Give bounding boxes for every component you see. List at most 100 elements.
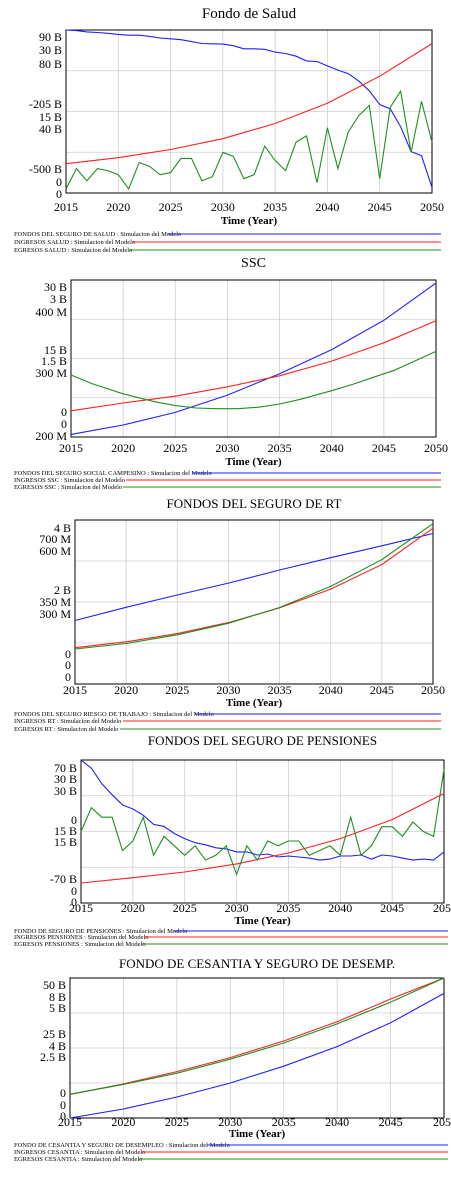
- y-tick-label: 40 B: [39, 122, 62, 136]
- legend-label: FONDOS DEL SEGURO RIESGO DE TRABAJO : Si…: [14, 711, 214, 718]
- series-line-3: [70, 350, 437, 410]
- y-tick-label: 0: [56, 187, 62, 201]
- legend-label: FONDO DE CESANTIA Y SEGURO DE DESEMPLEO …: [14, 1142, 230, 1149]
- x-tick-label: 2015: [63, 683, 87, 697]
- x-tick-label: 2020: [111, 1115, 135, 1129]
- x-tick-label: 2035: [272, 1115, 296, 1129]
- x-tick-label: 2020: [121, 901, 145, 915]
- y-tick-label: 0: [65, 670, 71, 684]
- x-tick-label: 2025: [159, 200, 183, 214]
- x-tick-label: 2015: [54, 200, 78, 214]
- y-tick-label: 0: [60, 1109, 66, 1123]
- legend-label: EGRESOS SSC : Simulacion del Modelo: [14, 484, 122, 491]
- series-line-3: [69, 977, 445, 1095]
- x-tick-label: 2025: [165, 683, 189, 697]
- x-axis-label: Time (Year): [226, 697, 283, 709]
- x-tick-label: 2045: [380, 901, 404, 915]
- legend-label: FONDOS DEL SEGURO DE SALUD : Simulacion …: [14, 231, 181, 238]
- y-tick-label: 5 B: [49, 1001, 66, 1015]
- x-tick-label: 2035: [276, 901, 300, 915]
- legend-label: INGRESOS CESANTIA : Simulacion del Model…: [14, 1149, 145, 1156]
- x-tick-label: 2020: [111, 441, 135, 455]
- legend-label: INGRESOS SSC : Simulacion del Modelo: [14, 477, 125, 484]
- x-tick-label: 2015: [69, 901, 93, 915]
- x-tick-label: 2030: [225, 901, 249, 915]
- x-axis-label: Time (Year): [234, 915, 291, 927]
- series-line-2: [65, 43, 433, 165]
- chart-title: FONDOS DEL SEGURO DE RT: [167, 496, 342, 511]
- y-tick-label: 15 B: [54, 835, 77, 849]
- y-tick-label: 15 B: [39, 110, 62, 124]
- y-tick-label: 600 M: [39, 544, 71, 558]
- y-tick-label: 0: [60, 1086, 66, 1100]
- y-tick-label: 30 B: [39, 43, 62, 57]
- x-tick-label: 2025: [163, 441, 187, 455]
- y-tick-label: 8 B: [49, 990, 66, 1004]
- y-tick-label: 50 B: [43, 978, 66, 992]
- x-tick-label: 2035: [268, 441, 292, 455]
- x-tick-label: 205: [433, 901, 451, 915]
- x-tick-label: 2050: [424, 441, 448, 455]
- y-tick-label: 300 M: [35, 366, 67, 380]
- x-tick-label: 2040: [320, 441, 344, 455]
- x-tick-label: 2035: [268, 683, 292, 697]
- legend-label: EGRESOS SALUD : Simulacion del Modelo: [14, 247, 132, 254]
- x-tick-label: 2030: [218, 1115, 242, 1129]
- series-line-2: [69, 977, 445, 1095]
- y-tick-label: 0: [61, 405, 67, 419]
- series-line-3: [74, 523, 434, 650]
- series-line-1: [70, 282, 437, 435]
- legend-label: INGRESOS RT : Simulacion del Modelo: [14, 718, 121, 725]
- x-axis-label: Time (Year): [221, 215, 278, 227]
- series-line-2: [80, 792, 445, 884]
- y-tick-label: 30 B: [54, 784, 77, 798]
- y-tick-label: -500 B: [29, 162, 62, 176]
- series-line-1: [65, 29, 433, 188]
- y-tick-label: 350 M: [39, 595, 71, 609]
- x-tick-label: 2020: [106, 200, 130, 214]
- y-tick-label: 0: [56, 175, 62, 189]
- y-tick-label: 25 B: [43, 1027, 66, 1041]
- y-tick-label: 700 M: [39, 532, 71, 546]
- y-tick-label: 1.5 B: [41, 354, 67, 368]
- y-tick-label: 0: [60, 1098, 66, 1112]
- x-tick-label: 2030: [216, 683, 240, 697]
- y-tick-label: 2.5 B: [40, 1050, 66, 1064]
- y-tick-label: 80 B: [39, 57, 62, 71]
- x-tick-label: 2050: [420, 200, 444, 214]
- x-tick-label: 2040: [319, 683, 343, 697]
- y-tick-label: 300 M: [39, 607, 71, 621]
- series-line-1: [69, 992, 445, 1119]
- y-tick-label: 2 B: [54, 583, 71, 597]
- x-tick-label: 2015: [59, 441, 83, 455]
- x-tick-label: 2030: [211, 200, 235, 214]
- series-line-3: [65, 89, 433, 191]
- y-tick-label: -70 B: [50, 872, 77, 886]
- series-line-1: [74, 532, 434, 622]
- chart-panel-1: Fondo de Salud 90 B30 B80 B -205 B15 B40 B…: [14, 6, 444, 254]
- y-tick-label: 90 B: [39, 30, 62, 44]
- legend-label: EGRESOS RT : Simulacion del Modelo: [14, 726, 118, 733]
- series-line-2: [70, 320, 437, 412]
- y-tick-label: 3 B: [50, 292, 67, 306]
- x-tick-label: 2015: [58, 1115, 82, 1129]
- x-tick-label: 2045: [370, 683, 394, 697]
- y-tick-label: 30 B: [54, 772, 77, 786]
- x-tick-label: 2040: [315, 200, 339, 214]
- x-tick-label: 2045: [379, 1115, 403, 1129]
- chart-title: Fondo de Salud: [202, 6, 297, 22]
- plot-frame: [74, 519, 434, 685]
- y-tick-label: 4 B: [49, 1039, 66, 1053]
- plot-frame: [65, 29, 433, 194]
- legend-label: FONDOS DEL SEGURO SOCIAL CAMPESINO : Sim…: [14, 470, 212, 477]
- y-tick-label: 4 B: [54, 521, 71, 535]
- y-tick-label: -205 B: [29, 97, 62, 111]
- plot-frame: [69, 977, 445, 1119]
- x-tick-label: 2035: [263, 200, 287, 214]
- series-line-3: [80, 769, 445, 877]
- legend-label: INGRESOS PENSIONES : Simulacion del Mode…: [14, 934, 149, 941]
